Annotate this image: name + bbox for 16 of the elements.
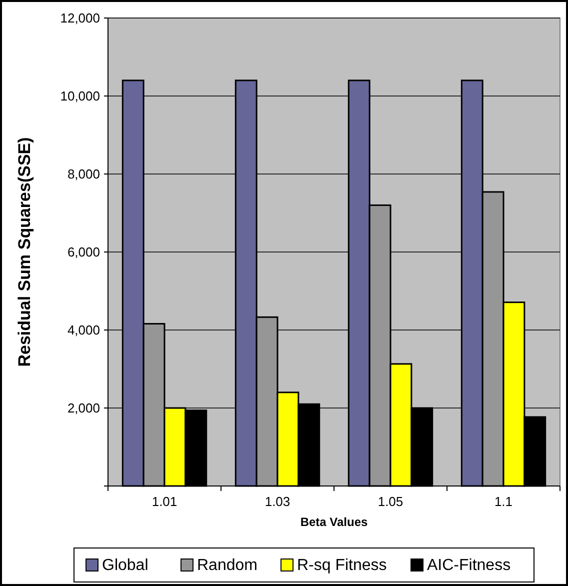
- legend-label: Random: [197, 557, 258, 574]
- legend-label: R-sq Fitness: [297, 557, 387, 574]
- x-axis-title: Beta Values: [300, 515, 368, 529]
- x-tick-label: 1.03: [264, 494, 290, 509]
- y-axis-title: Residual Sum Squares(SSE): [15, 137, 34, 367]
- y-tick-label: 12,000: [60, 10, 100, 26]
- y-tick-label: 8,000: [67, 166, 100, 182]
- legend-label: AIC-Fitness: [427, 557, 511, 574]
- legend-label: Global: [102, 557, 148, 574]
- y-tick-label: 10,000: [60, 88, 100, 104]
- y-tick-label: 2,000: [67, 400, 100, 416]
- y-tick-label: 6,000: [67, 244, 100, 260]
- x-tick-label: 1.05: [378, 494, 404, 509]
- x-tick-label: 1.1: [494, 494, 513, 509]
- y-tick-label: 4,000: [67, 322, 100, 338]
- x-tick-label: 1.01: [152, 494, 178, 509]
